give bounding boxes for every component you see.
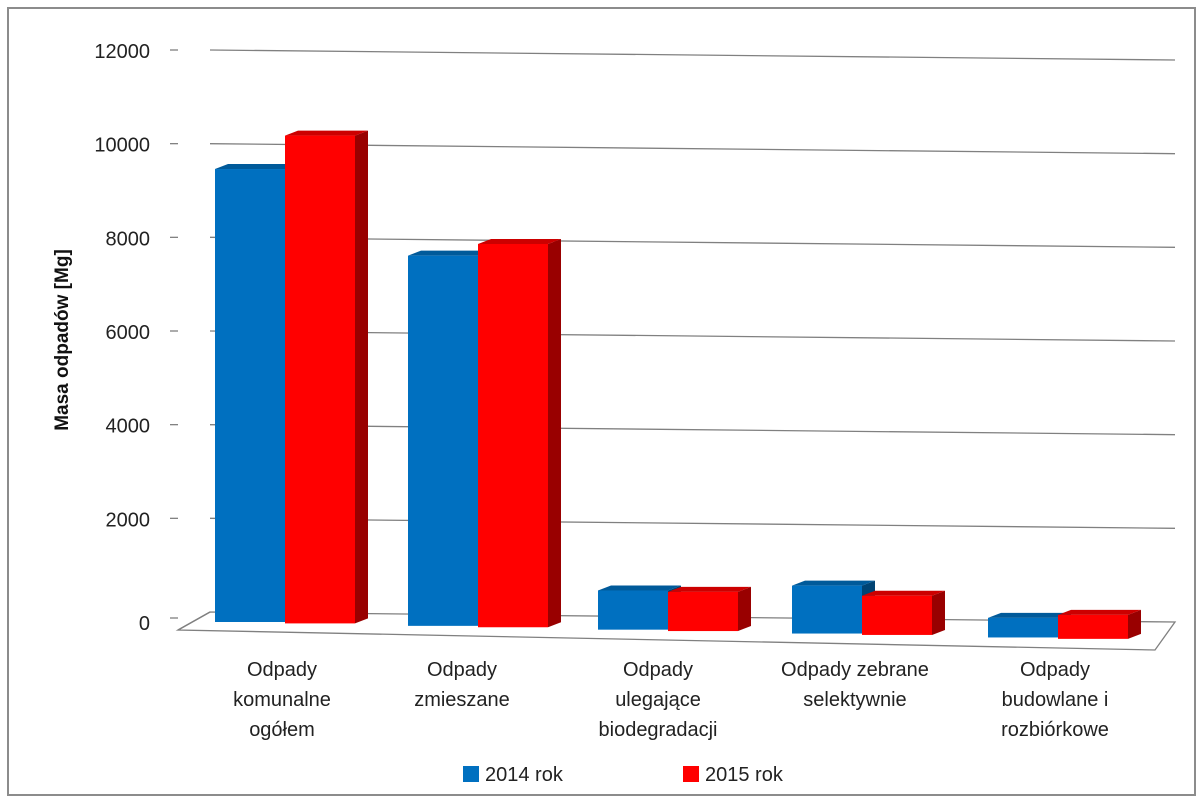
category-label-line: komunalne: [233, 689, 331, 711]
legend: 2014 rok 2015 rok: [463, 764, 784, 786]
bar-front: [408, 255, 478, 626]
category-label-line: ogółem: [249, 719, 315, 741]
gridline: [209, 330, 1176, 342]
y-axis-ticks: 0 2000 4000 6000 8000 10000 12000: [94, 41, 178, 635]
bars: [215, 130, 1141, 639]
bar-side: [1128, 609, 1141, 639]
bar-side: [355, 130, 368, 624]
bar-top: [988, 612, 1071, 618]
y-tick-label: 4000: [106, 416, 151, 438]
legend-swatch-2: [683, 766, 699, 782]
y-tick-label: 2000: [106, 509, 151, 531]
category-label: Odpady ulegające biodegradacji: [599, 659, 718, 741]
y-tick-label: 6000: [106, 322, 151, 344]
category-label-line: ulegające: [615, 689, 701, 711]
category-label-line: biodegradacji: [599, 719, 718, 741]
bar-top: [1058, 609, 1141, 615]
bar-top: [215, 164, 298, 170]
bar-side: [548, 238, 561, 628]
chart-border: [7, 7, 1196, 796]
bar-2-3: [668, 586, 751, 632]
legend-label-1: 2014 rok: [485, 764, 564, 786]
category-label: Odpady zmieszane: [414, 659, 510, 711]
category-label: Odpady budowlane i rozbiórkowe: [1001, 659, 1109, 741]
category-label: Odpady zebrane selektywnie: [781, 659, 929, 711]
bar-top: [408, 250, 491, 256]
y-tick-label: 0: [139, 613, 150, 635]
bar-top: [862, 590, 945, 596]
bar-2-4: [862, 590, 945, 635]
category-label: Odpady komunalne ogółem: [233, 659, 331, 741]
bar-2-5: [1058, 609, 1141, 639]
gridline: [209, 517, 1176, 529]
bar-front: [988, 617, 1058, 638]
left-axis-edge: [177, 611, 211, 631]
gridline: [209, 236, 1176, 248]
legend-label-2: 2015 rok: [705, 764, 784, 786]
y-tick-label: 8000: [106, 228, 151, 250]
bar-front: [478, 243, 548, 628]
bar-2-1: [285, 130, 368, 624]
category-label-line: rozbiórkowe: [1001, 719, 1109, 741]
gridline: [209, 49, 1176, 61]
bar-front: [215, 169, 285, 622]
gridline: [209, 424, 1176, 436]
gridline: [209, 143, 1176, 155]
legend-swatch-1: [463, 766, 479, 782]
category-label-line: Odpady zebrane: [781, 659, 929, 681]
bar-front: [1058, 614, 1128, 639]
gridlines: [209, 49, 1176, 529]
category-label-line: Odpady: [247, 659, 317, 681]
category-label-line: selektywnie: [803, 689, 906, 711]
bar-top: [285, 130, 368, 136]
y-tick-label: 12000: [94, 41, 150, 63]
bar-side: [738, 586, 751, 632]
bar-front: [862, 595, 932, 635]
bar-top: [478, 238, 561, 244]
bar-top: [668, 586, 751, 592]
category-label-line: zmieszane: [414, 689, 510, 711]
category-label-line: Odpady: [623, 659, 693, 681]
y-tick-label: 10000: [94, 135, 150, 157]
bar-front: [792, 585, 862, 634]
bar-2-2: [478, 238, 561, 628]
bar-top: [598, 585, 681, 591]
bar-front: [668, 591, 738, 632]
y-axis-label: Masa odpadów [Mg]: [52, 249, 73, 431]
bar-top: [792, 580, 875, 586]
category-label-line: Odpady: [427, 659, 497, 681]
bar-side: [932, 590, 945, 635]
bar-front: [598, 590, 668, 630]
category-label-line: Odpady: [1020, 659, 1090, 681]
bar-front: [285, 135, 355, 624]
category-label-line: budowlane i: [1002, 689, 1109, 711]
